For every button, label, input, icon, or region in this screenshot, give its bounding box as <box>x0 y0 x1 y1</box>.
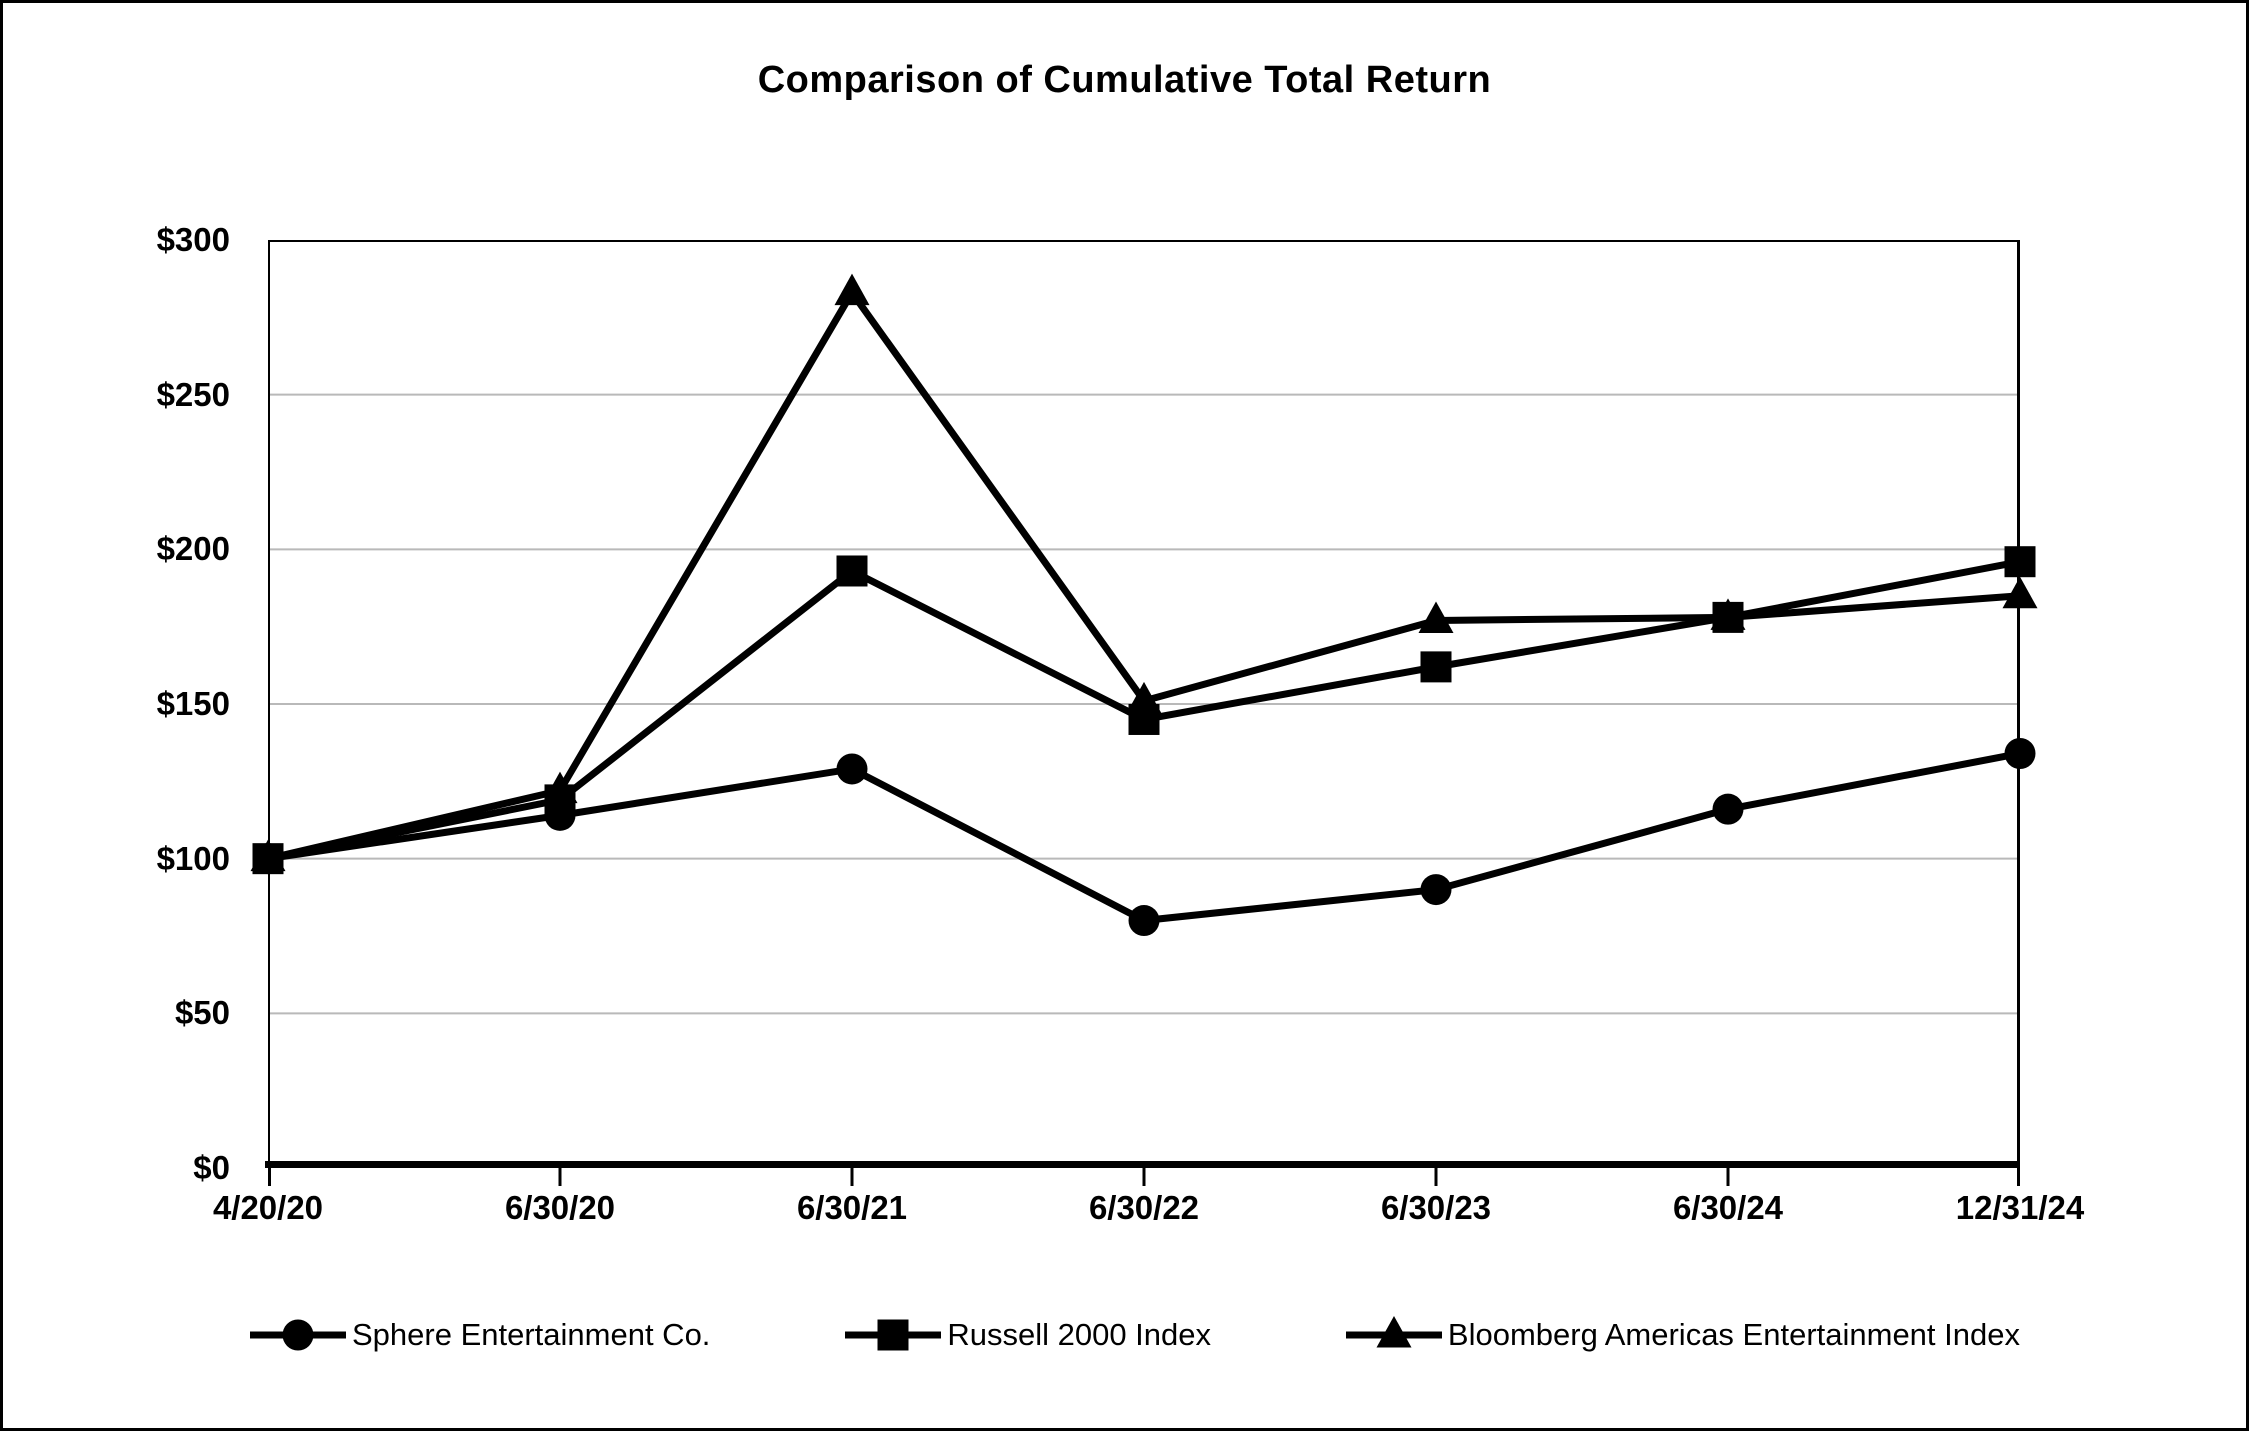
legend-triangle-glyph <box>1376 1316 1412 1348</box>
y-tick-label-50: $50 <box>174 994 230 1032</box>
x-tick-label-6-30-20: 6/30/20 <box>504 1189 616 1226</box>
marker-circle-4-20-20 <box>252 843 284 875</box>
legend-label-bloomberg-americas-entertainment-index: Bloomberg Americas Entertainment Index <box>1447 1317 2020 1352</box>
marker-circle-6-30-22 <box>1128 905 1160 937</box>
marker-circle-6-30-24 <box>1712 793 1744 825</box>
y-tick-label-200: $200 <box>156 530 230 568</box>
plot-area <box>250 240 2038 1186</box>
marker-square-6-30-23 <box>1420 651 1452 683</box>
triangle-marker-icon <box>1345 1316 1442 1348</box>
y-tick-label-300: $300 <box>156 221 230 258</box>
x-tick-label-6-30-23: 6/30/23 <box>1380 1189 1492 1226</box>
x-tick-label-6-30-24: 6/30/24 <box>1672 1189 1784 1226</box>
marker-square-6-30-24 <box>1712 601 1744 633</box>
legend-item-bloomberg-americas-entertainment-index: Bloomberg Americas Entertainment Index <box>1344 1313 2020 1357</box>
legend-item-russell-2000-index: Russell 2000 Index <box>843 1313 1211 1357</box>
square-marker-icon <box>845 1319 942 1351</box>
legend-label-russell-2000-index: Russell 2000 Index <box>947 1317 1212 1352</box>
series-line-bloomberg-americas-entertainment-index <box>267 286 2021 863</box>
x-tick-label-12-31-24: 12/31/24 <box>1955 1189 2085 1226</box>
circle-marker-icon <box>250 1319 346 1351</box>
y-tick-label-100: $100 <box>156 839 230 877</box>
marker-triangle-6-30-23 <box>1418 601 1454 633</box>
legend-label-sphere-entertainment-co: Sphere Entertainment Co. <box>352 1317 711 1352</box>
legend-circle-glyph <box>282 1319 314 1351</box>
y-tick-label-150: $150 <box>156 685 230 722</box>
legend-square-glyph <box>877 1319 909 1351</box>
x-tick-label-6-30-22: 6/30/22 <box>1088 1189 1200 1226</box>
marker-square-6-30-22 <box>1128 703 1160 735</box>
legend: Sphere Entertainment Co. Russell 2000 Ind… <box>248 1303 2020 1367</box>
marker-square-12-31-24 <box>2004 546 2036 578</box>
marker-circle-12-31-24 <box>2004 737 2036 769</box>
marker-square-6-30-21 <box>836 555 868 587</box>
x-tick-label-4-20-20: 4/20/20 <box>212 1189 324 1226</box>
marker-circle-6-30-20 <box>544 799 576 831</box>
marker-circle-6-30-21 <box>836 753 868 785</box>
marker-circle-6-30-23 <box>1420 874 1452 906</box>
marker-triangle-12-31-24 <box>2002 576 2038 609</box>
y-tick-label-250: $250 <box>156 375 230 413</box>
chart-title: Comparison of Cumulative Total Return <box>757 59 1492 101</box>
marker-triangle-6-30-21 <box>834 273 870 306</box>
legend-item-sphere-entertainment-co: Sphere Entertainment Co. <box>248 1313 710 1357</box>
y-tick-label-0: $0 <box>193 1149 230 1186</box>
x-tick-label-6-30-21: 6/30/21 <box>796 1189 908 1226</box>
series-line-sphere-entertainment-co <box>267 750 2021 925</box>
